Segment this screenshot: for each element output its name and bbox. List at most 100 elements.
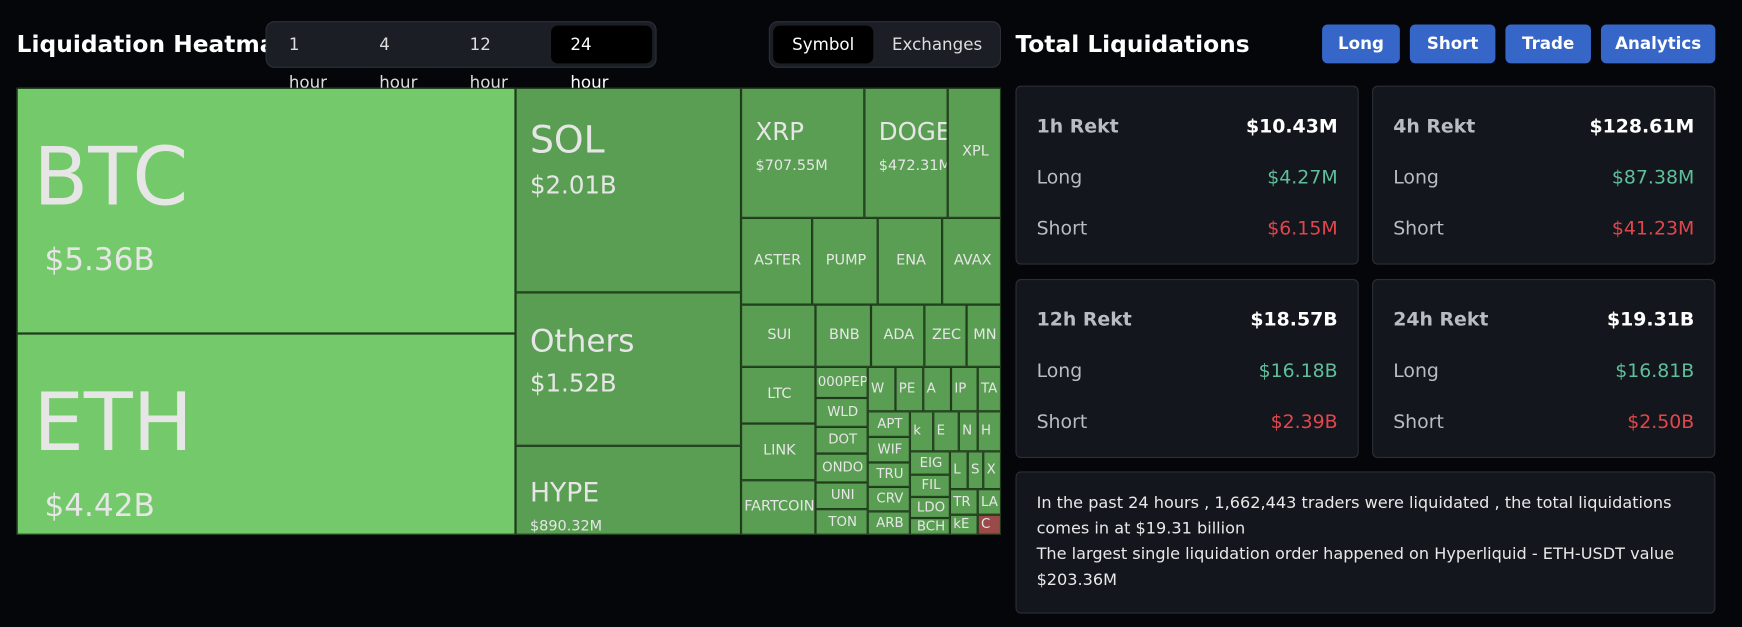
treemap-tile[interactable]: W — [867, 366, 896, 412]
treemap-tile[interactable]: ENA — [877, 217, 943, 305]
tile-label: ETH — [33, 375, 193, 470]
summary-line: The largest single liquidation order hap… — [1036, 545, 1675, 590]
treemap-tile[interactable]: MN — [966, 304, 1002, 367]
tile-label: kE — [953, 516, 970, 532]
view-tabs: Symbol Exchanges — [768, 21, 1002, 68]
tile-label: APT — [877, 415, 903, 432]
tile-label: SOL — [529, 117, 605, 163]
view-tab[interactable]: Exchanges — [892, 34, 983, 55]
treemap-tile[interactable]: TA — [977, 366, 1002, 412]
treemap-tile[interactable]: k — [909, 411, 934, 452]
treemap-tile[interactable]: IP — [951, 366, 978, 412]
row-label: Long — [1393, 166, 1439, 189]
treemap-tile[interactable]: APT — [867, 411, 910, 437]
treemap-tile[interactable]: TR — [949, 489, 978, 515]
treemap-tile[interactable]: S — [967, 451, 984, 490]
treemap-tile[interactable]: DOT — [815, 426, 868, 454]
rekt-card: 24h Rekt $19.31B Long $16.81B Short $2.50B — [1372, 279, 1716, 459]
treemap-tile[interactable]: ONDO — [815, 453, 868, 483]
treemap-tile[interactable]: N — [958, 411, 978, 452]
treemap-tile[interactable]: BCH — [909, 518, 950, 535]
tile-label: 1000PEPE — [817, 373, 868, 390]
time-tab[interactable]: 1 hour — [288, 34, 328, 93]
row-label: Long — [1036, 166, 1083, 189]
short-button[interactable]: Short — [1409, 24, 1496, 64]
tile-label: HYPE — [529, 476, 600, 509]
tile-label: BCH — [916, 518, 946, 534]
treemap-tile[interactable]: kE — [949, 514, 978, 535]
row-value: $2.39B — [1270, 411, 1338, 434]
card-header: 24h Rekt $19.31B — [1393, 309, 1694, 331]
card-row: Short $2.39B — [1037, 411, 1338, 433]
treemap-tile[interactable]: 1000PEPE — [815, 366, 868, 398]
card-total: $18.57B — [1250, 309, 1338, 332]
treemap-tile[interactable]: FARTCOIN — [741, 480, 816, 535]
card-row: Long $4.27M — [1037, 167, 1338, 189]
tile-label: BTC — [33, 130, 189, 224]
treemap-tile[interactable]: LA — [977, 489, 1002, 515]
tile-label: FARTCOIN — [744, 498, 815, 516]
treemap-tile[interactable]: HYPE $890.32M — [515, 445, 742, 535]
treemap-tile[interactable]: ADA — [871, 304, 925, 367]
time-tab-active[interactable]: 24 hour — [551, 25, 653, 92]
treemap-tile[interactable]: LINK — [741, 423, 816, 481]
treemap-tile[interactable]: TON — [815, 509, 868, 535]
treemap-tile[interactable]: FIL — [909, 474, 950, 497]
time-tab[interactable]: 4 hour — [379, 34, 418, 93]
treemap-tile[interactable]: E — [933, 411, 959, 452]
treemap-tile[interactable]: H — [977, 411, 1002, 452]
treemap-tile[interactable]: PUMP — [812, 217, 878, 305]
treemap-tile[interactable]: XRP $707.55M — [741, 87, 865, 218]
tile-label: C — [981, 516, 991, 532]
tile-label: CRV — [876, 490, 904, 507]
treemap-tile[interactable]: ETH $4.42B — [16, 333, 516, 535]
card-title: 1h Rekt — [1036, 115, 1119, 138]
tile-label: MN — [973, 326, 997, 344]
time-tab[interactable]: 12 hour — [469, 34, 508, 93]
tile-label: TR — [953, 493, 971, 510]
treemap-tile[interactable]: AVAX — [942, 217, 1002, 305]
treemap-tile[interactable]: UNI — [815, 482, 868, 510]
treemap-tile[interactable]: DOGE $472.31M — [864, 87, 948, 218]
treemap-tile[interactable]: BNB — [815, 304, 872, 367]
treemap-tile[interactable]: Others $1.52B — [515, 292, 742, 446]
card-total: $128.61M — [1589, 115, 1695, 138]
treemap-tile[interactable]: X — [983, 451, 1002, 490]
card-total: $19.31B — [1606, 309, 1695, 332]
tile-label: TON — [828, 513, 857, 530]
treemap-tile[interactable]: L — [949, 451, 968, 490]
treemap-tile[interactable]: WIF — [867, 436, 910, 463]
treemap-tile[interactable]: LTC — [741, 366, 816, 424]
treemap-tile[interactable]: SOL $2.01B — [515, 87, 742, 293]
long-button[interactable]: Long — [1322, 24, 1400, 64]
tile-label: DOT — [828, 431, 858, 448]
treemap-tile[interactable]: TRU — [867, 462, 910, 487]
treemap-tile[interactable]: CRV — [867, 486, 910, 512]
treemap-tile[interactable]: WLD — [815, 397, 868, 427]
treemap-tile[interactable]: ZEC — [924, 304, 967, 367]
tile-value: $707.55M — [755, 158, 828, 175]
treemap-tile[interactable]: SUI — [741, 304, 816, 367]
treemap-tile[interactable]: ARB — [867, 511, 910, 535]
treemap-tile[interactable]: A — [923, 366, 952, 412]
treemap-tile[interactable]: C — [977, 514, 1002, 535]
tile-label: XPL — [962, 143, 989, 161]
tile-label: FIL — [921, 477, 941, 493]
row-value: $87.38M — [1611, 166, 1695, 189]
card-row: Short $6.15M — [1037, 218, 1338, 240]
treemap-tile[interactable]: BTC $5.36B — [16, 87, 516, 334]
trade-button[interactable]: Trade — [1505, 24, 1591, 64]
treemap-tile[interactable]: PE — [895, 366, 924, 412]
treemap-tile[interactable]: LDO — [909, 496, 950, 519]
analytics-button[interactable]: Analytics — [1600, 24, 1716, 64]
treemap-tile[interactable]: EIG — [909, 451, 950, 475]
card-header: 12h Rekt $18.57B — [1037, 309, 1338, 331]
view-tab-active[interactable]: Symbol — [773, 25, 874, 64]
tile-label: S — [971, 461, 980, 478]
treemap-tile[interactable]: XPL — [947, 87, 1002, 218]
tile-label: LA — [981, 493, 998, 510]
card-row: Long $16.81B — [1393, 360, 1694, 382]
tile-value: $1.52B — [529, 369, 617, 398]
treemap-tile[interactable]: ASTER — [741, 217, 813, 305]
